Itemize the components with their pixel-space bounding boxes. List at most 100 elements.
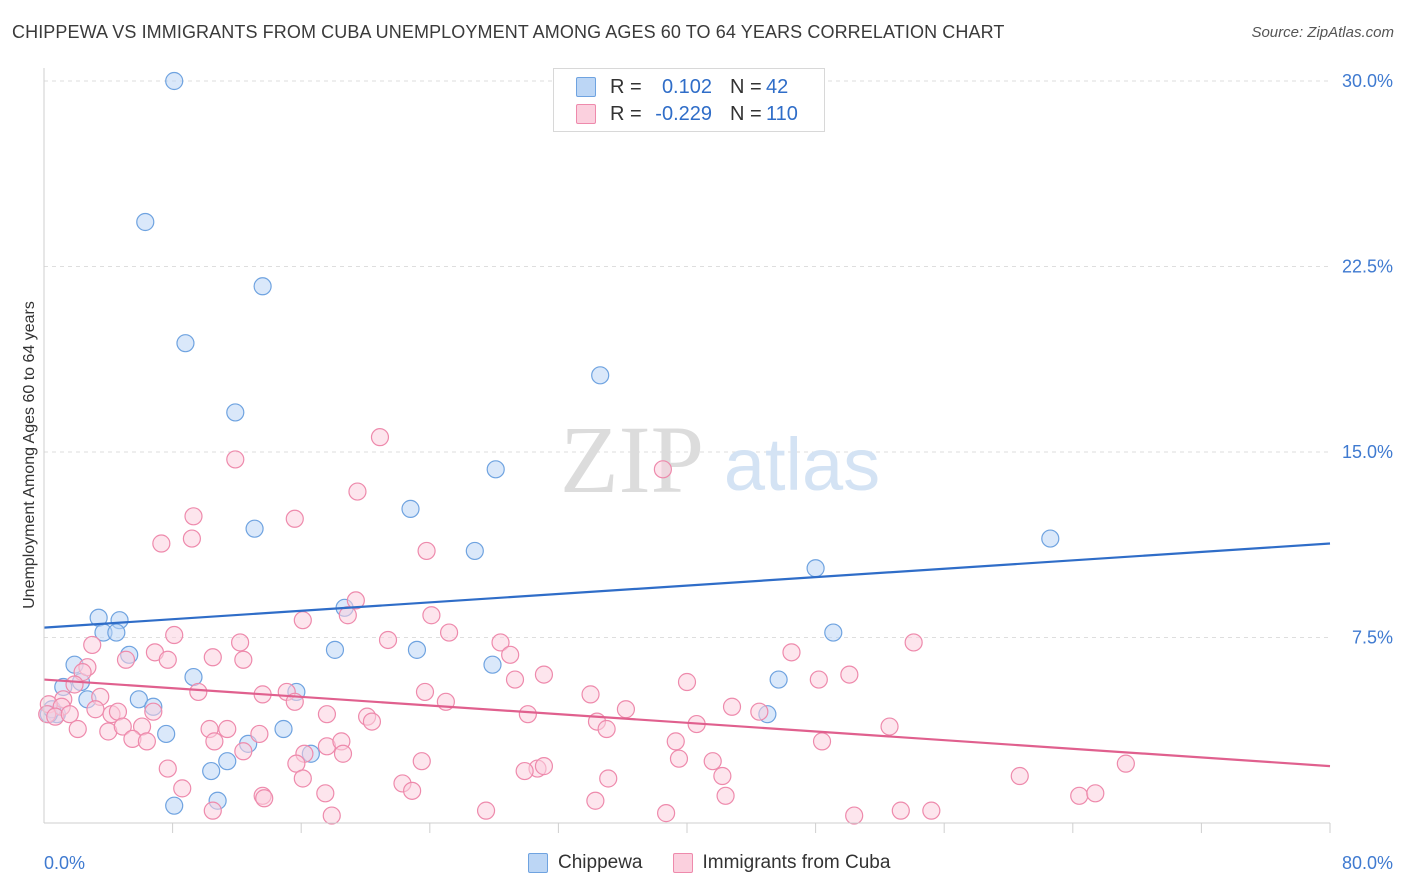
cuba-point (152, 534, 171, 553)
cuba-point (370, 428, 390, 447)
cuba-point (348, 482, 367, 501)
cuba-point (158, 759, 177, 778)
legend-item-chippewa[interactable]: Chippewa (528, 852, 643, 874)
legend-item-cuba[interactable]: Immigrants from Cuba (672, 852, 891, 874)
cuba-point (255, 789, 274, 808)
chippewa-point (226, 403, 245, 422)
cuba-point (137, 732, 156, 751)
cuba-point (669, 749, 689, 768)
cuba-point (534, 757, 554, 776)
cuba-point (616, 700, 636, 719)
cuba-point (439, 623, 459, 642)
chippewa-point (253, 277, 272, 296)
grid-layer (44, 80, 1330, 638)
cuba-point (316, 784, 335, 803)
legend-row-cuba: R = -0.229 N = 110 (576, 101, 798, 127)
y-axis-label: Unemployment Among Ages 60 to 64 years (21, 301, 38, 609)
cuba-point (677, 672, 697, 692)
cuba-point (338, 606, 357, 625)
chippewa-point (218, 752, 237, 771)
cuba-point (501, 645, 520, 664)
r-value: 0.102 (661, 75, 712, 98)
y-tick-label: 22.5% (1342, 257, 1393, 277)
cuba-point (505, 670, 525, 689)
cuba-point (581, 685, 600, 704)
cuba-point (922, 801, 941, 820)
chippewa-point (274, 719, 293, 739)
chippewa-point (486, 460, 505, 479)
cuba-point (666, 732, 685, 751)
cuba-point (1086, 784, 1105, 803)
cuba-point (412, 752, 431, 771)
n-label: N = (730, 75, 762, 98)
cuba-point (322, 806, 341, 825)
cuba-point (417, 541, 436, 561)
n-label: N = (730, 102, 762, 125)
chippewa-point (483, 655, 502, 674)
cuba-point (1010, 766, 1029, 786)
y-tick-label: 15.0% (1342, 442, 1393, 462)
cuba-point (840, 665, 859, 684)
cuba-point (86, 700, 105, 719)
chippewa-point (325, 640, 345, 659)
cuba-point (809, 670, 828, 689)
cuba-point (415, 682, 435, 702)
cuba-point (144, 702, 163, 721)
cuba-point (116, 650, 136, 669)
legend-row-chippewa: R = 0.102 N = 42 (576, 74, 788, 100)
chippewa-point (401, 499, 420, 518)
cuba-point (703, 752, 722, 771)
legend-swatch-chippewa (576, 77, 596, 97)
cuba-point (515, 761, 534, 781)
series-legend: Chippewa Immigrants from Cuba (528, 852, 920, 874)
cuba-point (231, 633, 250, 652)
chippewa-point (806, 559, 825, 578)
n-value: 42 (766, 75, 789, 98)
source-label: Source: ZipAtlas.com (1251, 24, 1394, 41)
cuba-point (333, 744, 353, 763)
x-tick-label: 0.0% (44, 853, 85, 873)
r-label: R = (610, 75, 642, 98)
cuba-point (285, 509, 304, 528)
cuba-point (534, 665, 554, 684)
chippewa-point (591, 366, 610, 385)
cuba-point (83, 635, 102, 655)
cuba-point (182, 529, 201, 548)
legend-swatch-cuba (672, 853, 693, 873)
cuba-point (250, 724, 269, 744)
cuba-point (599, 769, 618, 788)
chippewa-point (465, 541, 484, 561)
cuba-point (293, 611, 312, 630)
cuba-point (586, 791, 605, 810)
cuba-point (226, 450, 245, 469)
legend-swatch-cuba (576, 104, 596, 124)
cuba-point (184, 507, 203, 526)
chippewa-point (1041, 529, 1060, 548)
r-value: -0.229 (655, 102, 712, 125)
points-layer (38, 71, 1135, 825)
cuba-point (518, 705, 537, 724)
cuba-point (234, 650, 253, 669)
cuba-point (218, 719, 237, 739)
cuba-point (346, 591, 365, 610)
cuba-point (904, 633, 923, 652)
chippewa-point (769, 670, 788, 689)
x-tick-label: 80.0% (1342, 853, 1393, 873)
legend-label-cuba: Immigrants from Cuba (702, 852, 891, 873)
chippewa-point (165, 796, 184, 815)
cuba-point (597, 719, 616, 739)
chippewa-point (157, 724, 176, 744)
chart-title: CHIPPEWA VS IMMIGRANTS FROM CUBA UNEMPLO… (12, 22, 1005, 42)
cuba-point (722, 697, 742, 716)
trend-layer (43, 542, 1331, 768)
cuba-point (476, 801, 496, 820)
chippewa-point (202, 761, 221, 781)
cuba-point (165, 625, 184, 645)
cuba-point (491, 633, 510, 652)
cuba-point (1070, 786, 1089, 805)
cuba-point (782, 643, 801, 662)
chippewa-point (245, 519, 264, 538)
cuba-trend-line (43, 678, 1331, 768)
cuba-point (173, 779, 192, 798)
